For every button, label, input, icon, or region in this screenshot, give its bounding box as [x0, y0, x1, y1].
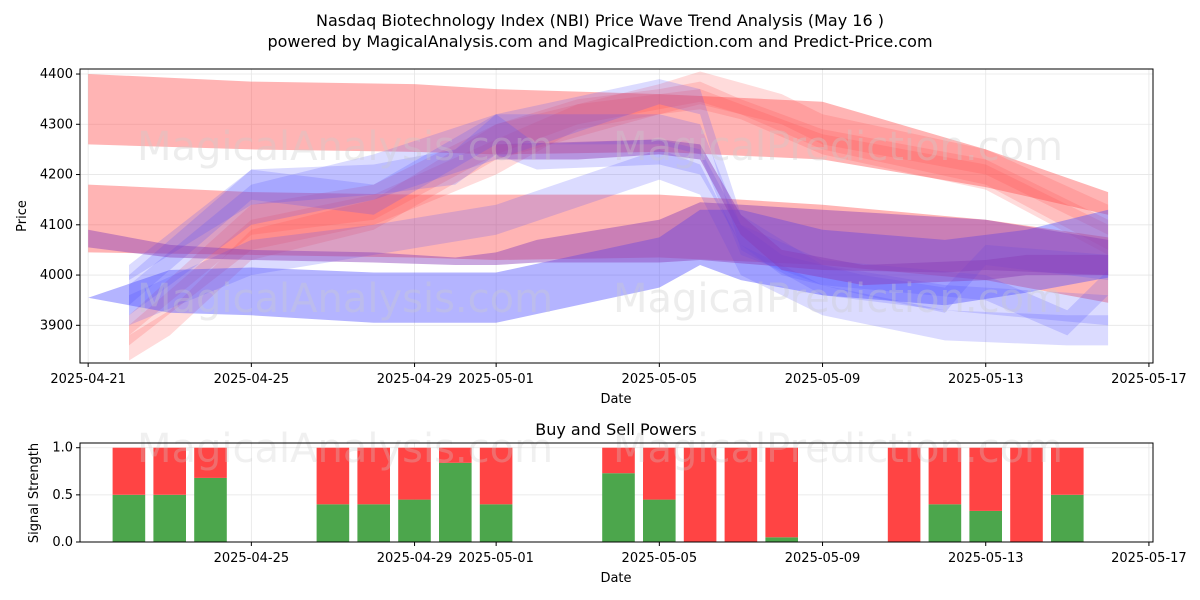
sell-power-bar — [479, 447, 513, 505]
sell-wave-band — [129, 81, 1109, 336]
sell-power-bar — [194, 447, 227, 478]
buy-power-bar — [765, 537, 798, 542]
sell-wave-band — [129, 89, 1109, 346]
price-plot-frame — [79, 68, 1154, 364]
buy-power-bar — [316, 504, 350, 542]
price-x-tick-label: 2025-04-21 — [50, 372, 126, 387]
price-x-ticks: 2025-04-21 2025-04-25 2025-04-29 2025-05-01… — [50, 363, 1187, 387]
price-y-tick-label: 4100 — [40, 218, 73, 233]
buy-power-bar — [1051, 494, 1084, 542]
buy-wave-band — [88, 209, 1109, 323]
buy-wave-band — [129, 79, 1109, 326]
watermark-bottom-left: MagicalAnalysis.com — [137, 426, 553, 472]
price-y-tick-label: 4000 — [40, 268, 73, 283]
sell-power-bar — [357, 447, 390, 505]
sell-power-bar — [1010, 447, 1043, 542]
sell-power-bar — [1051, 447, 1084, 495]
sell-wave-band — [88, 184, 1109, 303]
price-x-tick-label: 2025-04-29 — [377, 372, 453, 387]
price-y-axis-label: Price — [15, 200, 30, 232]
signal-x-tick-label: 2025-04-29 — [377, 551, 453, 566]
overlap-wave-band — [88, 202, 1109, 276]
signal-y-axis-label: Signal Strength — [27, 443, 42, 543]
price-x-tick-label: 2025-04-25 — [214, 372, 290, 387]
signal-x-tick-label: 2025-05-05 — [622, 551, 698, 566]
price-bands — [88, 71, 1109, 361]
buy-power-bar — [194, 477, 227, 542]
chart-title: Nasdaq Biotechnology Index (NBI) Price W… — [316, 11, 884, 30]
buy-wave-band — [129, 149, 1109, 346]
price-plot-background — [80, 69, 1153, 363]
signal-y-ticks: 0.0 0.5 1.0 — [52, 441, 80, 550]
price-x-tick-label: 2025-05-13 — [948, 372, 1024, 387]
sell-power-bar — [969, 447, 1002, 511]
buy-wave-band — [129, 114, 1109, 336]
price-x-tick-label: 2025-05-17 — [1111, 372, 1187, 387]
price-y-ticks: 3900 4000 4100 4200 4300 4400 — [40, 67, 80, 333]
watermark-top-left: MagicalAnalysis.com — [137, 124, 553, 170]
price-y-tick-label: 4400 — [40, 67, 73, 82]
sell-power-bar — [928, 447, 962, 505]
sell-power-bar — [153, 447, 186, 495]
watermark-bottom-right: MagicalPrediction.com — [613, 426, 1063, 472]
sell-power-bar — [643, 447, 676, 500]
signal-plot-title: Buy and Sell Powers — [535, 420, 697, 439]
sell-power-bar — [724, 447, 758, 542]
sell-wave-band — [129, 71, 1109, 361]
buy-power-bar — [479, 504, 513, 542]
price-y-tick-label: 3900 — [40, 318, 73, 333]
watermark-mid-left: MagicalAnalysis.com — [137, 276, 553, 322]
buy-power-bar — [969, 510, 1002, 542]
price-x-tick-label: 2025-05-05 — [622, 372, 698, 387]
signal-plot-frame — [79, 442, 1154, 543]
watermark-top-right: MagicalPrediction.com — [613, 124, 1063, 170]
buy-power-bar — [928, 504, 962, 542]
overlap-wave-band — [496, 139, 1109, 286]
buy-power-bar — [643, 499, 676, 542]
buy-wave-band — [129, 114, 1109, 313]
buy-power-bar — [112, 494, 146, 542]
sell-power-bar — [112, 447, 146, 495]
sell-power-bar — [316, 447, 350, 505]
watermark-mid-right: MagicalPrediction.com — [613, 276, 1063, 322]
signal-x-tick-label: 2025-05-13 — [948, 551, 1024, 566]
signal-bars — [112, 447, 1084, 542]
sell-power-bar — [602, 447, 635, 474]
price-y-tick-label: 4300 — [40, 117, 73, 132]
signal-x-axis-label: Date — [600, 571, 631, 586]
price-x-tick-label: 2025-05-01 — [458, 372, 534, 387]
signal-x-tick-label: 2025-05-09 — [785, 551, 861, 566]
signal-y-tick-label: 0.0 — [52, 535, 73, 550]
sell-power-bar — [683, 447, 717, 542]
buy-power-bar — [153, 494, 186, 542]
signal-y-tick-label: 0.5 — [52, 488, 73, 503]
signal-x-tick-label: 2025-05-01 — [458, 551, 534, 566]
buy-power-bar — [357, 504, 390, 542]
signal-x-ticks: 2025-04-25 2025-04-29 2025-05-01 2025-05-05… — [214, 542, 1187, 566]
sell-power-bar — [887, 447, 921, 542]
chart-subtitle: powered by MagicalAnalysis.com and Magic… — [267, 32, 932, 51]
buy-power-bar — [398, 499, 431, 542]
buy-power-bar — [602, 473, 635, 542]
signal-y-tick-label: 1.0 — [52, 441, 73, 456]
price-y-tick-label: 4200 — [40, 168, 73, 183]
sell-power-bar — [398, 447, 431, 500]
price-x-tick-label: 2025-05-09 — [785, 372, 861, 387]
buy-power-bar — [439, 462, 472, 542]
signal-plot: Buy and Sell Powers MagicalAnalysis.com … — [27, 420, 1187, 586]
signal-x-tick-label: 2025-05-17 — [1111, 551, 1187, 566]
sell-power-bar — [765, 447, 798, 538]
sell-wave-band — [88, 74, 1109, 215]
signal-x-tick-label: 2025-04-25 — [214, 551, 290, 566]
sell-power-bar — [439, 447, 472, 463]
price-grid — [80, 69, 1153, 363]
price-plot: MagicalAnalysis.com MagicalPrediction.co… — [15, 67, 1187, 407]
price-x-axis-label: Date — [600, 392, 631, 407]
